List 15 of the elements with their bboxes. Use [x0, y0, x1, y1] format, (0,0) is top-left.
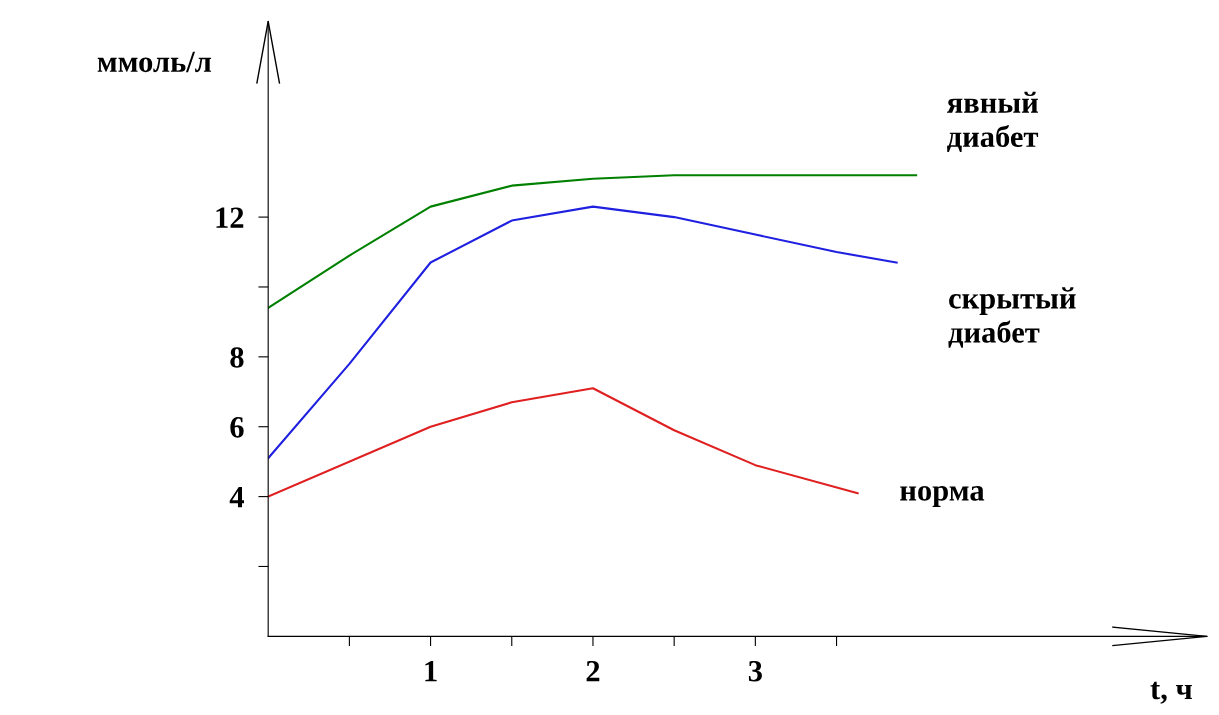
x-tick-label: 2 — [586, 660, 600, 682]
line-series — [268, 387, 859, 498]
series-label: явный диабет — [947, 91, 1039, 153]
line-series — [268, 174, 918, 309]
y-axis-title: ммоль/л — [97, 51, 212, 73]
x-tick-label: 1 — [425, 660, 437, 682]
x-axis-title: t, ч — [1150, 681, 1192, 704]
y-tick-label: 6 — [230, 417, 244, 438]
series-label: скрытый диабет — [948, 287, 1076, 348]
series-label: норма — [900, 486, 985, 507]
y-tick-label: 8 — [230, 347, 244, 368]
y-tick-label: 12 — [216, 207, 244, 228]
line-series — [268, 205, 898, 460]
y-tick-label: 4 — [229, 487, 244, 508]
x-tick-label: 3 — [748, 660, 762, 682]
